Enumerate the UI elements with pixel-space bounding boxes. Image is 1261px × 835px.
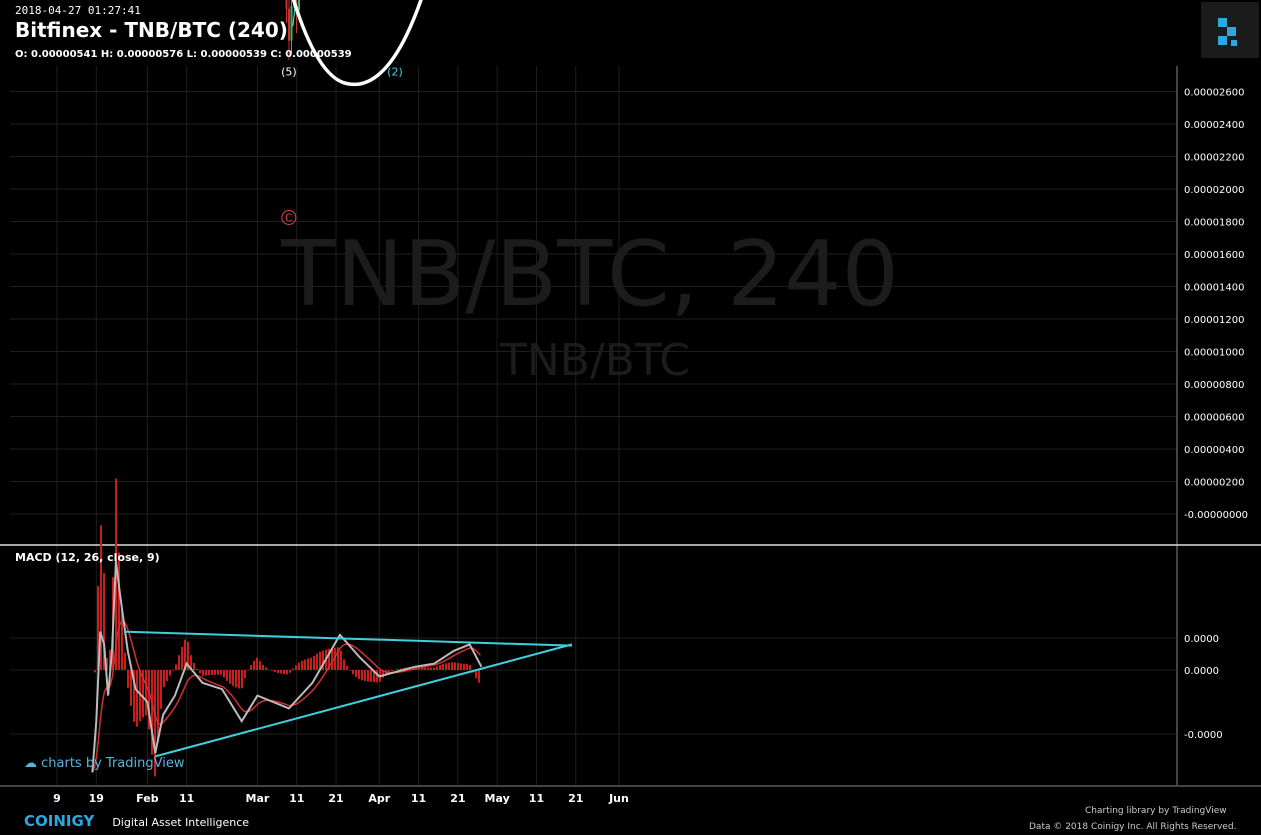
coinigy-logo-icon[interactable] [1201,2,1259,58]
x-tick-label: 11 [179,792,194,805]
y-tick-label: 0.00000400 [1184,445,1244,456]
macd-label: MACD (12, 26, close, 9) [15,551,160,564]
y-tick-label: 0.00002600 [1184,88,1244,99]
coinigy-name: COINIGY [24,812,95,830]
wave-label: (5) [281,65,297,78]
macd-y-tick-label: 0.0000 [1184,666,1219,677]
candle-body [290,5,293,41]
y-tick-label: -0.00000000 [1184,510,1248,521]
macd-line [91,561,483,773]
x-tick-label: 21 [328,792,343,805]
x-tick-label: Feb [136,792,159,805]
y-tick-label: 0.00002400 [1184,120,1244,131]
macd-y-tick-label: -0.0000 [1184,730,1223,741]
wave-circle [281,210,297,225]
y-tick-label: 0.00001600 [1184,250,1244,261]
header-date: 2018-04-27 01:27:41 [15,4,141,17]
x-tick-label: 11 [289,792,304,805]
y-tick-label: 0.00001400 [1184,283,1244,294]
x-tick-label: 19 [89,792,104,805]
x-tick-label: 21 [450,792,465,805]
x-tick-label: Mar [246,792,270,805]
macd-triangle-upper [123,630,572,647]
cloud-icon: ☁ [24,756,42,771]
candle-body [298,0,300,10]
candle-body [288,8,290,41]
wave-label: C [285,212,293,225]
y-tick-label: 0.00000200 [1184,478,1244,489]
logo-blocks-icon [1218,18,1237,46]
coinigy-brand: COINIGY Digital Asset Intelligence [24,812,249,830]
candle-body [285,0,288,9]
watermark-sub: TNB/BTC [499,335,690,386]
cup-curve [291,0,423,87]
x-tick-label: 21 [568,792,583,805]
wave-projection-line [292,0,297,27]
x-tick-label: 9 [53,792,61,805]
x-tick-label: 11 [529,792,544,805]
x-tick-label: May [485,792,510,805]
macd-triangle-lower [154,643,573,758]
macd-y-tick-label: 0.0000 [1184,634,1219,645]
y-tick-label: 0.00001000 [1184,348,1244,359]
page-title: Bitfinex - TNB/BTC (240) [15,18,288,42]
y-tick-label: 0.00001800 [1184,218,1244,229]
y-tick-label: 0.00002000 [1184,185,1244,196]
copyright: Data © 2018 Coinigy Inc. All Rights Rese… [1029,822,1237,832]
tradingview-brand[interactable]: ☁ charts by TradingView [24,756,185,771]
x-tick-label: Jun [608,792,629,805]
macd-signal-line [91,619,481,773]
wave-label: (2) [387,65,403,78]
x-tick-label: 11 [411,792,426,805]
watermark-main: TNB/BTC, 240 [280,222,899,327]
y-tick-label: 0.00000600 [1184,413,1244,424]
x-tick-label: Apr [368,792,390,805]
ohlc-readout: O: 0.00000541 H: 0.00000576 L: 0.0000053… [15,49,352,60]
y-tick-label: 0.00002200 [1184,153,1244,164]
y-tick-label: 0.00000800 [1184,380,1244,391]
charting-credit: Charting library by TradingView [1085,806,1227,816]
y-tick-label: 0.00001200 [1184,315,1244,326]
coinigy-tagline: Digital Asset Intelligence [112,816,250,829]
